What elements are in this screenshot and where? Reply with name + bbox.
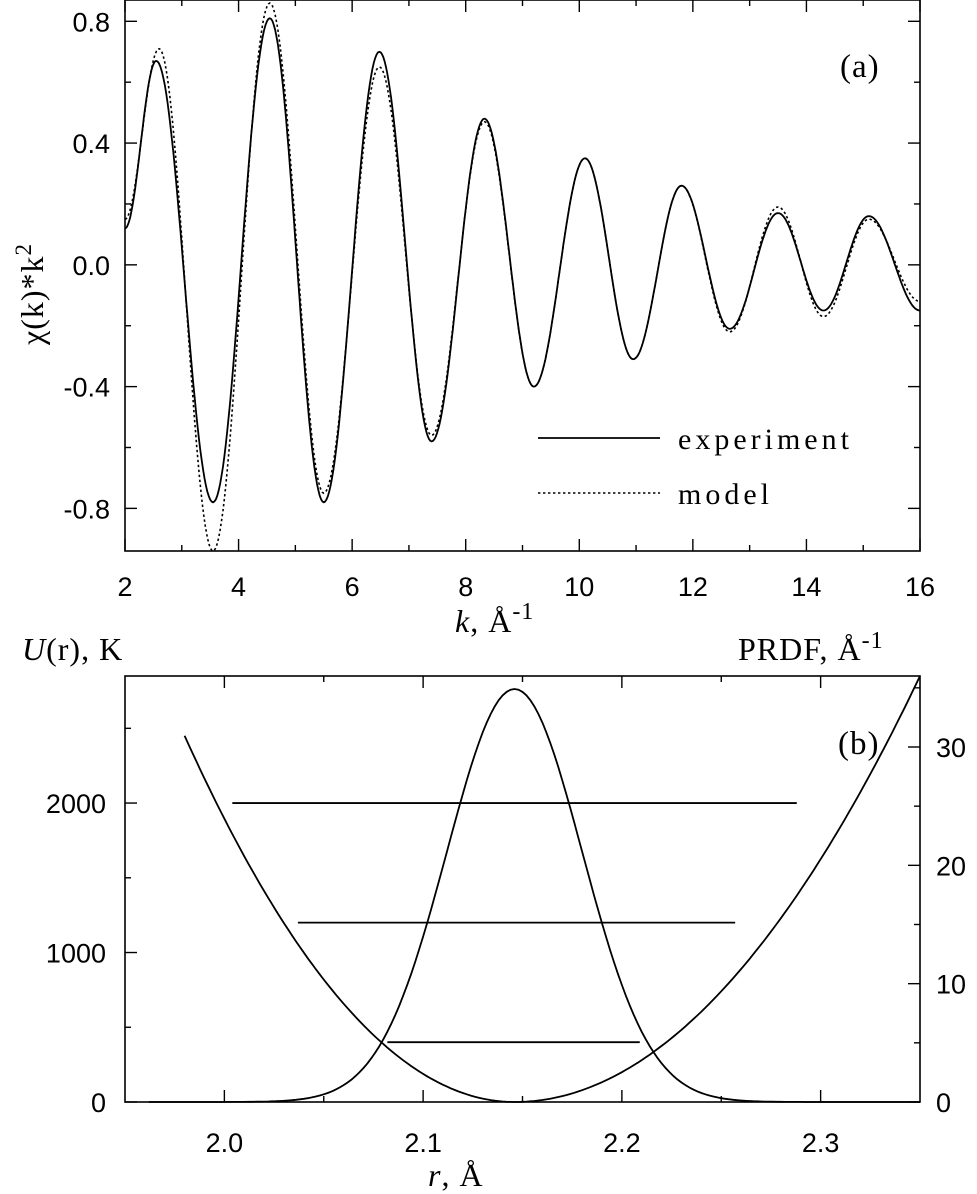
panel-a-y-axis-label: χ(k)*k2 [11, 243, 50, 346]
panel-a-label: (a) [840, 49, 880, 85]
right-tick-label: 0 [936, 1088, 951, 1118]
x-tick-label: 2.0 [206, 1128, 244, 1158]
right-tick-label: 20 [936, 851, 966, 881]
x-tick-label: 10 [564, 572, 594, 602]
y-tick-label: 0.8 [72, 7, 110, 37]
right-tick-label: 30 [936, 733, 966, 763]
x-tick-label: 16 [905, 572, 935, 602]
left-tick-label: 2000 [46, 789, 106, 819]
panel-a-exafs: 2 4 6 8 10 12 14 16 -0.8 -0.4 0.0 0.4 0.8 (a) exper… [11, 0, 935, 639]
panel-b-x-axis-label: r, Å [428, 1157, 484, 1193]
model-series-line [124, 2, 921, 552]
left-tick-label: 1000 [46, 939, 106, 969]
panel-a-legend: experiment model [538, 423, 853, 511]
prdf-curve [148, 688, 920, 1103]
experiment-series-line [124, 17, 921, 504]
x-tick-label: 6 [345, 572, 360, 602]
panel-b-potential: 2.0 2.1 2.2 2.3 0 1000 2000 0 10 20 30 (b) U(r),… [22, 628, 966, 1193]
legend-model-label: model [678, 478, 773, 511]
panel-b-x-tick-labels: 2.0 2.1 2.2 2.3 [206, 1128, 840, 1158]
x-tick-label: 4 [231, 572, 246, 602]
x-tick-label: 8 [458, 572, 473, 602]
x-tick-label: 2.1 [404, 1128, 442, 1158]
panel-a-frame [124, 0, 921, 552]
x-tick-label: 12 [678, 572, 708, 602]
panel-b-right-axis-label: PRDF, Å-1 [738, 628, 884, 667]
potential-curve [183, 675, 921, 1103]
legend-experiment-label: experiment [678, 423, 853, 456]
panel-b-left-tick-labels: 0 1000 2000 [46, 789, 106, 1118]
panel-a-ticks [124, 0, 921, 551]
energy-levels [232, 802, 797, 1044]
panel-b-left-axis-label: U(r), K [22, 631, 123, 667]
y-tick-label: 0.0 [72, 251, 110, 281]
y-tick-label: -0.8 [63, 494, 110, 524]
panel-a-x-tick-labels: 2 4 6 8 10 12 14 16 [117, 572, 935, 602]
x-tick-label: 14 [791, 572, 821, 602]
x-tick-label: 2.3 [802, 1128, 840, 1158]
right-tick-label: 10 [936, 970, 966, 1000]
left-tick-label: 0 [91, 1088, 106, 1118]
panel-a-y-tick-labels: -0.8 -0.4 0.0 0.4 0.8 [63, 7, 110, 524]
x-tick-label: 2 [117, 572, 132, 602]
y-tick-label: 0.4 [72, 129, 110, 159]
panel-b-label: (b) [838, 726, 879, 762]
y-tick-label: -0.4 [63, 373, 110, 403]
x-tick-label: 2.2 [603, 1128, 641, 1158]
panel-a-x-axis-label: k, Å-1 [455, 599, 534, 639]
panel-b-right-tick-labels: 0 10 20 30 [936, 733, 966, 1118]
